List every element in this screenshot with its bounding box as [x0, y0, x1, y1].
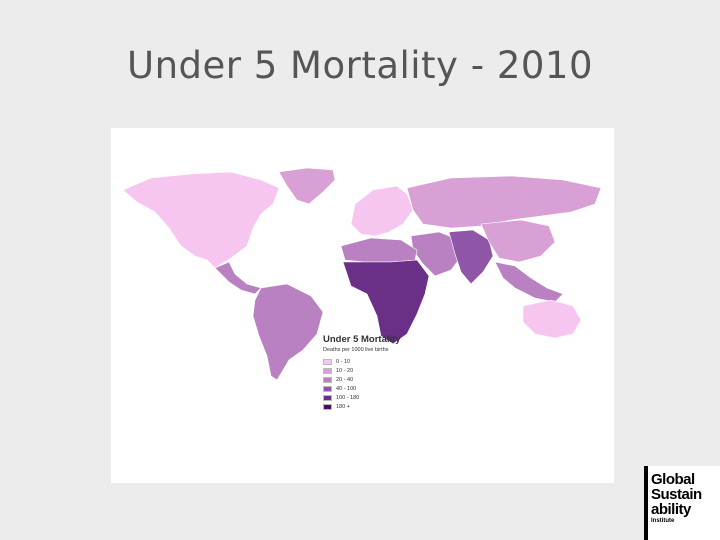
south-asia-region	[448, 229, 494, 285]
legend-label: 0 - 10	[336, 358, 351, 365]
world-map-svg	[122, 167, 602, 381]
southeast-asia-region	[494, 261, 564, 303]
legend-label: 20 - 40	[336, 376, 354, 383]
legend-swatch	[323, 367, 332, 374]
europe-region	[350, 185, 414, 237]
russia-region	[406, 175, 602, 229]
legend-swatch	[323, 376, 332, 383]
legend-swatch	[323, 403, 332, 410]
legend-item: 10 - 20	[323, 366, 433, 375]
logo-line-sustain: Sustain	[651, 486, 702, 503]
greenland-region	[278, 167, 336, 205]
legend-item: 0 - 10	[323, 357, 433, 366]
legend-label: 40 - 100	[336, 385, 357, 392]
legend-label: 100 - 180	[336, 394, 360, 401]
south-america-region	[252, 283, 324, 381]
legend-item: 20 - 40	[323, 375, 433, 384]
legend-swatch	[323, 394, 332, 401]
logo-institute: Institute	[651, 518, 675, 524]
legend-swatch	[323, 358, 332, 365]
central-america-region	[214, 261, 262, 295]
map-legend: Under 5 Mortality Deaths per 1000 live b…	[323, 334, 433, 411]
world-map: Under 5 Mortality Deaths per 1000 live b…	[111, 128, 614, 483]
legend-item: 40 - 100	[323, 384, 433, 393]
legend-label: 180 +	[336, 403, 350, 410]
slide-title: Under 5 Mortality - 2010	[126, 44, 593, 87]
north-america-region	[122, 171, 280, 269]
logo-line-ability: ability	[651, 501, 691, 518]
global-sustainability-institute-logo: Global Sustain ability Institute	[644, 466, 720, 540]
logo-bar	[644, 466, 648, 540]
logo-line-global: Global	[651, 471, 695, 488]
legend-item: 100 - 180	[323, 393, 433, 402]
north-africa-region	[340, 237, 418, 263]
legend-item: 180 +	[323, 402, 433, 411]
legend-label: 10 - 20	[336, 367, 354, 374]
australia-region	[522, 299, 582, 339]
legend-title: Under 5 Mortality	[323, 334, 401, 345]
sub-saharan-africa-region	[342, 259, 430, 345]
legend-subtitle: Deaths per 1000 live births	[323, 347, 389, 353]
legend-swatch	[323, 385, 332, 392]
china-region	[480, 219, 556, 263]
